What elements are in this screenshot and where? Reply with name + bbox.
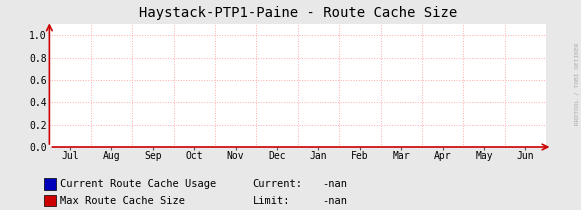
Text: Limit:: Limit: [253,196,290,206]
Text: -nan: -nan [322,196,347,206]
Text: -nan: -nan [322,179,347,189]
Title: Haystack-PTP1-Paine - Route Cache Size: Haystack-PTP1-Paine - Route Cache Size [139,6,457,20]
Text: Current Route Cache Usage: Current Route Cache Usage [60,179,216,189]
Text: Current:: Current: [253,179,303,189]
Text: RRDTOOL / TOBI OETIKER: RRDTOOL / TOBI OETIKER [575,43,580,125]
Text: Max Route Cache Size: Max Route Cache Size [60,196,185,206]
